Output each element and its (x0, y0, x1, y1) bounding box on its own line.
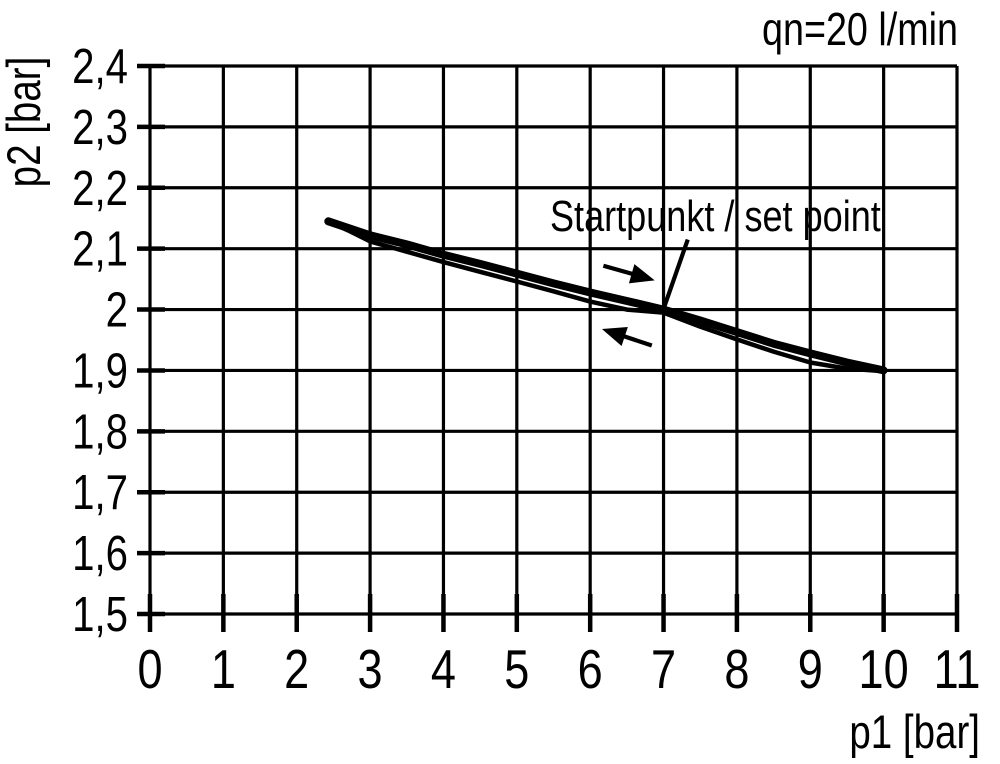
y-tick-label-group: 2,2 (72, 161, 128, 216)
x-tick-label-group: 0 (137, 638, 162, 700)
axis-ticks (137, 63, 960, 632)
x-tick-label-group: 6 (578, 638, 603, 700)
x-tick-label-group: 8 (724, 638, 749, 700)
direction-arrow-left (601, 327, 653, 348)
setpoint-leader (661, 238, 690, 310)
x-tick-label: 5 (504, 638, 529, 700)
hysteresis-curves (324, 217, 888, 375)
y-tick-label: 1,6 (72, 526, 128, 581)
y-tick-label-group: 2,3 (72, 100, 128, 155)
x-tick-label: 4 (431, 638, 456, 700)
y-tick-label: 1,5 (72, 587, 128, 642)
x-tick-label-group: 5 (504, 638, 529, 700)
x-tick-label: 0 (137, 638, 162, 700)
x-axis-label: p1 [bar] (849, 706, 980, 758)
y-tick-label-group: 1,6 (72, 526, 128, 581)
x-tick-label-group: 7 (651, 638, 676, 700)
y-tick-label: 2 (106, 283, 128, 338)
y-tick-label-group: 2,1 (72, 222, 128, 277)
y-tick-label-group: 2,4 (72, 39, 128, 94)
plot-grid (148, 64, 959, 616)
x-tick-label: 6 (578, 638, 603, 700)
x-tick-labels: 0 1 2 3 4 5 6 7 8 9 10 11 (137, 638, 980, 700)
direction-arrows (601, 263, 655, 348)
setpoint-annotation: Startpunkt / set point (550, 192, 881, 241)
arrow-head-left-icon (601, 327, 628, 347)
y-tick-label-group: 2 (106, 283, 128, 338)
y-tick-label-group: 1,8 (72, 405, 128, 460)
x-tick-label: 9 (798, 638, 823, 700)
chart-title: qn=20 l/min (762, 3, 958, 54)
x-tick-label: 2 (284, 638, 309, 700)
x-tick-label: 1 (211, 638, 236, 700)
x-tick-label-group: 10 (859, 638, 909, 700)
x-tick-label-group: 3 (358, 638, 383, 700)
x-tick-label-group: 11 (934, 638, 981, 700)
y-tick-label: 1,9 (72, 344, 128, 399)
y-tick-label: 2,2 (72, 161, 128, 216)
x-tick-label: 8 (724, 638, 749, 700)
x-tick-label: 10 (859, 638, 909, 700)
x-tick-label: 7 (651, 638, 676, 700)
y-tick-labels: 1,5 1,6 1,71,8 1,9 2 2,1 2,2 2,3 2,4 (72, 39, 128, 642)
curve-lower-branch (326, 219, 886, 374)
y-tick-label-group: 1,5 (72, 587, 128, 642)
arrow-head-right-icon (628, 264, 655, 284)
x-tick-label-group: 2 (284, 638, 309, 700)
y-tick-label: 1,7 (72, 465, 128, 520)
y-tick-label: 2,3 (72, 100, 128, 155)
x-tick-label-group: 4 (431, 638, 456, 700)
curve-upper-branch (324, 217, 888, 375)
x-tick-label: 11 (934, 638, 981, 700)
x-tick-label-group: 1 (211, 638, 236, 700)
direction-arrow-right (602, 263, 655, 284)
setpoint-leader-line (661, 238, 690, 310)
y-tick-label-group: 1,9 (72, 344, 128, 399)
y-tick-label: 2,1 (72, 222, 128, 277)
x-tick-label-group: 9 (798, 638, 823, 700)
y-tick-label-group: 1,7 (72, 465, 128, 520)
x-tick-label: 3 (358, 638, 383, 700)
y-tick-label: 2,4 (72, 39, 128, 94)
y-axis-label: p2 [bar] (0, 57, 51, 188)
y-tick-label: 1,8 (72, 405, 128, 460)
